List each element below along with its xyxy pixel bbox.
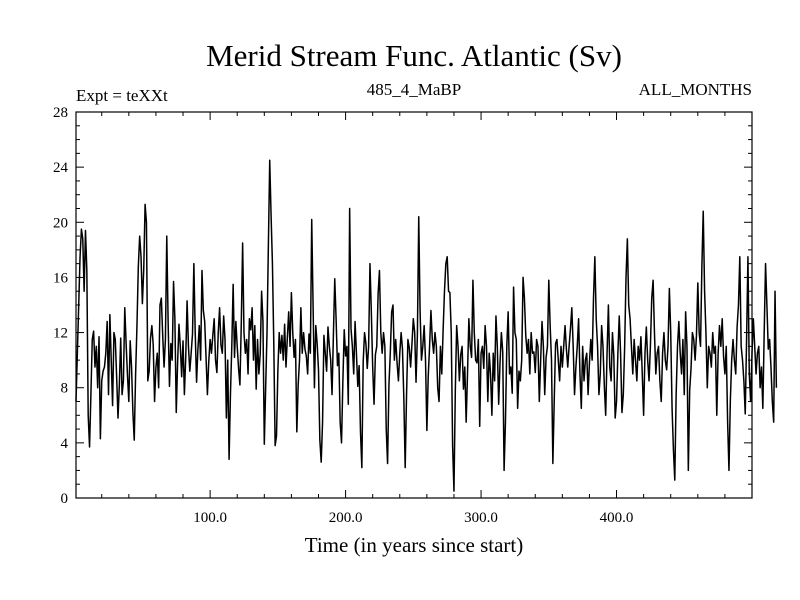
x-axis-label: Time (in years since start): [305, 533, 524, 557]
x-tick-label: 200.0: [329, 510, 363, 526]
experiment-label: Expt = teXXt: [76, 86, 168, 105]
plot-area-frame: [75, 111, 753, 499]
y-tick-label: 16: [53, 270, 69, 286]
x-tick-label: 400.0: [600, 510, 634, 526]
y-tick-label: 0: [61, 491, 69, 507]
x-tick-label: 100.0: [193, 510, 227, 526]
y-tick-label: 4: [61, 436, 69, 452]
y-tick-label: 8: [61, 381, 69, 397]
x-tick-label: 300.0: [464, 510, 498, 526]
y-tick-label: 24: [53, 160, 69, 176]
y-tick-label: 28: [53, 105, 68, 121]
y-tick-label: 12: [53, 326, 68, 342]
x-axis: 100.0 200.0 300.0 400.0: [101, 112, 726, 526]
series-line: [75, 159, 778, 492]
y-axis: 0 4 8 12 16 20 24 28: [53, 105, 752, 507]
chart-title: Merid Stream Func. Atlantic (Sv): [206, 38, 622, 73]
y-tick-label: 20: [53, 215, 68, 231]
months-label: ALL_MONTHS: [639, 80, 752, 99]
run-id-label: 485_4_MaBP: [367, 80, 461, 99]
